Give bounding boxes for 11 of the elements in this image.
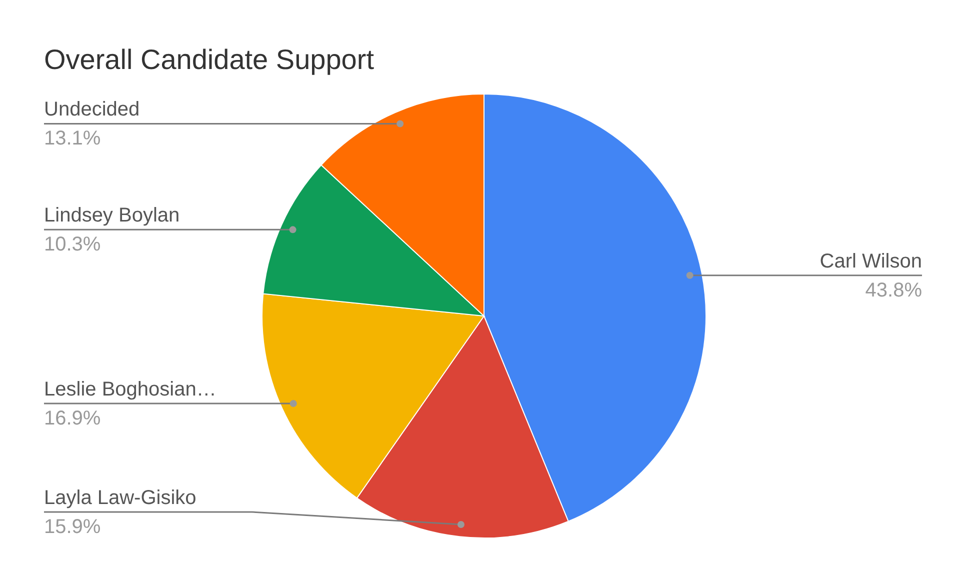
data-label: 10.3% [44, 234, 101, 256]
slice-label: Layla Law-Gisiko [44, 487, 196, 509]
chart-title: Overall Candidate Support [44, 44, 374, 75]
slice-label: Leslie Boghosian… [44, 378, 216, 401]
data-label: 13.1% [44, 128, 101, 150]
slice-label: Lindsey Boylan [44, 204, 180, 227]
slice-label: Carl Wilson [820, 250, 922, 272]
data-label: 15.9% [44, 516, 101, 538]
data-label: 16.9% [44, 408, 101, 430]
slice-label: Undecided [44, 98, 140, 121]
data-label: 43.8% [865, 279, 922, 302]
